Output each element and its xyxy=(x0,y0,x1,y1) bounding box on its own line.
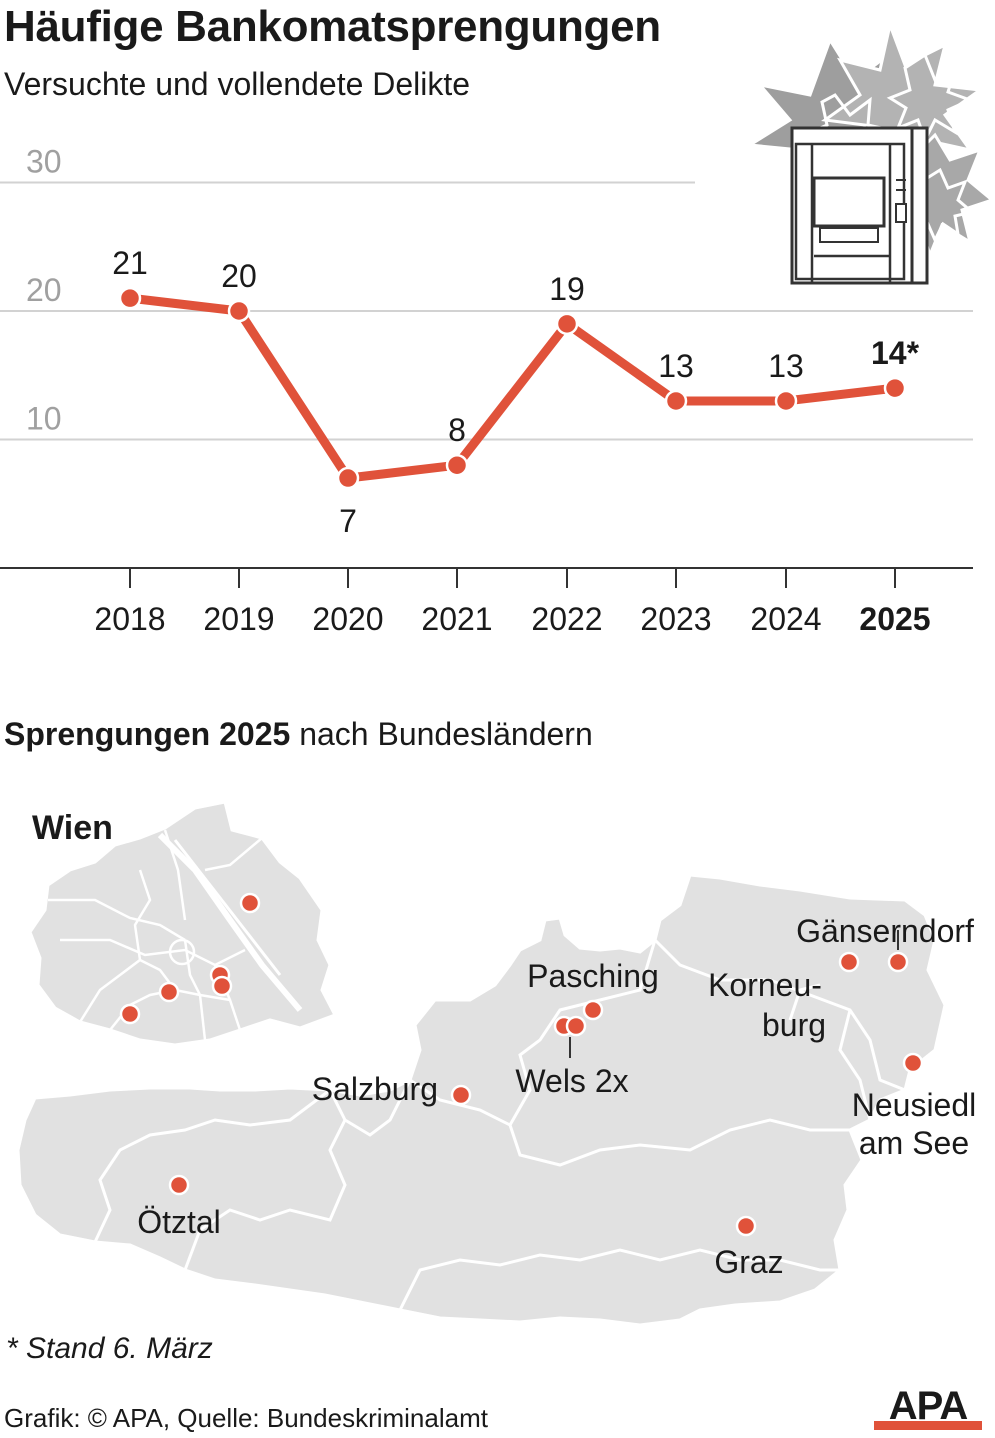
y-tick-label: 10 xyxy=(26,401,62,437)
x-tick-label: 2022 xyxy=(531,601,602,637)
data-point xyxy=(445,453,469,477)
data-label: 13 xyxy=(768,348,804,384)
label-gaenserndorf: Gänserndorf xyxy=(796,913,974,949)
data-point xyxy=(555,312,579,336)
footnote: * Stand 6. März xyxy=(6,1332,213,1365)
map-heading-rest: nach Bundesländern xyxy=(290,716,593,752)
label-korneuburg-1: Korneu- xyxy=(708,967,822,1003)
x-tick-label: 2023 xyxy=(640,601,711,637)
marker-graz xyxy=(735,1215,757,1237)
data-point xyxy=(664,389,688,413)
x-axis-ticks: 2018 2019 2020 2021 2022 2023 2024 2025 xyxy=(94,568,931,637)
data-label: 13 xyxy=(658,348,694,384)
data-point xyxy=(883,376,907,400)
data-point xyxy=(227,299,251,323)
apa-logo: APA xyxy=(874,1385,982,1430)
y-tick-label: 20 xyxy=(26,272,62,308)
data-label: 8 xyxy=(448,412,466,448)
label-wels: Wels 2x xyxy=(515,1063,628,1099)
data-label: 7 xyxy=(339,503,357,539)
label-oetztal: Ötztal xyxy=(137,1204,221,1240)
data-labels: 21 20 7 8 19 13 13 14* xyxy=(112,245,919,539)
map-inset-title: Wien xyxy=(32,809,113,847)
marker-neusiedl xyxy=(902,1052,924,1074)
data-label: 14* xyxy=(871,335,920,371)
x-tick-label: 2025 xyxy=(859,601,930,637)
x-tick-label: 2018 xyxy=(94,601,165,637)
map-heading: Sprengungen 2025 nach Bundesländern xyxy=(4,716,593,753)
chart-title: Häufige Bankomatsprengungen xyxy=(4,2,661,51)
data-point xyxy=(336,466,360,490)
label-neusiedl-1: Neusiedl xyxy=(852,1087,977,1123)
data-point xyxy=(118,286,142,310)
source-credit: Grafik: © APA, Quelle: Bundeskriminalamt xyxy=(4,1403,488,1433)
y-axis-ticks: 30 20 10 xyxy=(26,144,62,437)
data-label: 19 xyxy=(549,271,585,307)
data-point xyxy=(774,389,798,413)
chart-gridlines xyxy=(0,181,973,441)
map-heading-bold: Sprengungen 2025 xyxy=(4,716,291,752)
x-tick-label: 2019 xyxy=(203,601,274,637)
marker-pasching xyxy=(582,999,604,1021)
marker-wels-2 xyxy=(565,1015,587,1037)
chart-subtitle: Versuchte und vollendete Delikte xyxy=(4,66,471,102)
atm-explosion-icon xyxy=(745,20,995,285)
x-tick-label: 2020 xyxy=(312,601,383,637)
label-korneuburg-2: burg xyxy=(762,1007,826,1043)
data-label: 21 xyxy=(112,245,148,281)
data-points xyxy=(118,286,907,490)
marker-wien-4 xyxy=(119,1003,141,1025)
map-labels: Wien Gänserndorf Korneu- burg Pasching W… xyxy=(32,809,976,1280)
marker-wien-3 xyxy=(158,981,180,1003)
austria-map: Wien Gänserndorf Korneu- burg Pasching W… xyxy=(16,800,976,1327)
y-tick-label: 30 xyxy=(26,144,62,180)
marker-gaenserndorf xyxy=(887,951,909,973)
label-salzburg: Salzburg xyxy=(312,1071,438,1107)
label-neusiedl-2: am See xyxy=(859,1125,969,1161)
map-markers xyxy=(119,892,924,1237)
series-line xyxy=(125,293,900,483)
austria-outline xyxy=(16,873,947,1327)
marker-salzburg xyxy=(450,1084,472,1106)
marker-oetztal xyxy=(168,1174,190,1196)
marker-korneuburg xyxy=(838,951,860,973)
label-pasching: Pasching xyxy=(527,958,659,994)
x-tick-label: 2024 xyxy=(750,601,821,637)
marker-wien-2 xyxy=(211,975,233,997)
marker-wien-floridsdorf xyxy=(239,892,261,914)
data-label: 20 xyxy=(221,258,257,294)
x-tick-label: 2021 xyxy=(421,601,492,637)
apa-logo-text: APA xyxy=(889,1385,968,1428)
vienna-inset-map xyxy=(28,800,338,1047)
label-graz: Graz xyxy=(714,1244,783,1280)
